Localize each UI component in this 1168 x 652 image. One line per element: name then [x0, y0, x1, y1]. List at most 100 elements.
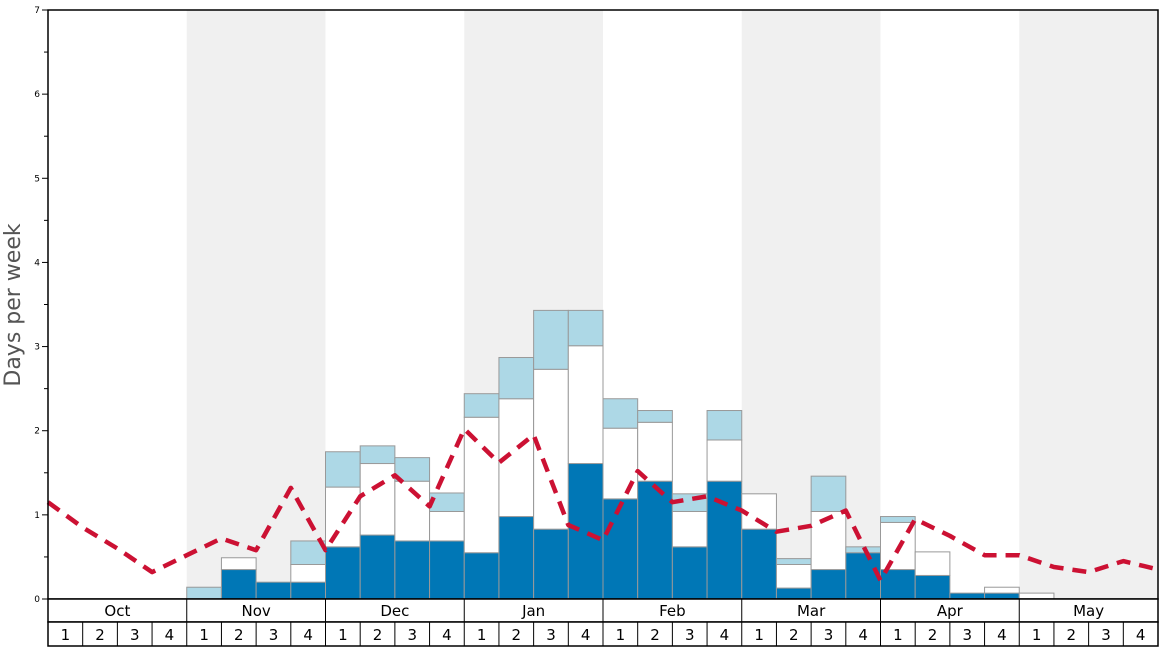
month-label-oct: Oct [104, 602, 130, 620]
week-label: 2 [373, 626, 383, 644]
x-axis: Oct Nov Dec Jan Feb Mar Apr May 1 2 3 4 1 2 3 4 1 2 3 4 1 2 3 4… [47, 598, 1159, 647]
month-label-nov: Nov [241, 602, 270, 620]
bar-light-9 [359, 445, 396, 465]
bar-white-9 [359, 463, 396, 536]
bar-dark-8 [325, 546, 361, 600]
week-label: 1 [61, 626, 71, 644]
bar-light-10 [394, 457, 431, 482]
bar-light-21 [775, 558, 812, 566]
week-label: 3 [685, 626, 695, 644]
bar-dark-10 [394, 540, 431, 600]
bar-stacks [186, 309, 1055, 600]
bar-white-5 [220, 557, 257, 571]
week-label: 1 [1032, 626, 1042, 644]
y-tick-label: 1 [34, 511, 40, 521]
bar-light-12 [463, 393, 500, 418]
bar-dark-14 [533, 528, 569, 600]
bar-white-28 [1018, 592, 1055, 600]
bar-dark-27 [984, 592, 1020, 600]
week-label: 4 [165, 626, 175, 644]
month-label-mar: Mar [797, 602, 826, 620]
week-label: 2 [234, 626, 244, 644]
week-label: 1 [893, 626, 903, 644]
bar-white-11 [429, 510, 465, 542]
week-label: 1 [477, 626, 487, 644]
bar-dark-12 [463, 552, 500, 600]
week-label: 2 [928, 626, 938, 644]
week-label: 3 [269, 626, 279, 644]
week-label: 3 [130, 626, 140, 644]
week-label: 4 [1136, 626, 1146, 644]
bar-dark-25 [914, 574, 951, 600]
dashed-series [46, 426, 1159, 583]
bar-dark-23 [845, 552, 881, 600]
y-tick-label: 3 [34, 343, 40, 353]
bar-white-16 [602, 427, 639, 500]
y-axis: 0 1 2 3 4 5 6 7 [34, 6, 48, 605]
month-shading [186, 10, 1158, 599]
week-label: 1 [338, 626, 348, 644]
y-tick-label: 4 [34, 258, 40, 268]
bar-light-14 [533, 309, 569, 370]
bar-white-21 [775, 564, 812, 589]
bar-dark-18 [671, 546, 708, 600]
week-label: 2 [1067, 626, 1077, 644]
bar-dark-6 [255, 581, 292, 600]
week-label: 3 [962, 626, 972, 644]
bar-dark-22 [810, 569, 847, 600]
week-label: 4 [997, 626, 1007, 644]
bar-dark-17 [637, 480, 673, 600]
y-axis-label: Days per week [1, 223, 26, 386]
bar-light-11 [429, 492, 465, 512]
bar-white-15 [567, 345, 604, 465]
bar-dark-21 [775, 587, 812, 600]
month-label-may: May [1073, 602, 1104, 620]
month-shade-may [1019, 10, 1158, 599]
bar-white-22 [810, 510, 847, 571]
bar-dark-9 [359, 534, 396, 600]
week-label: 2 [650, 626, 660, 644]
bar-light-16 [602, 398, 639, 429]
bar-light-4 [186, 586, 222, 600]
month-label-dec: Dec [380, 602, 409, 620]
week-label: 3 [824, 626, 834, 644]
bar-light-19 [706, 410, 743, 441]
month-label-feb: Feb [659, 602, 686, 620]
bar-light-22 [810, 475, 847, 512]
bar-light-8 [325, 451, 361, 488]
dashed-line [46, 426, 1159, 583]
month-label-apr: Apr [937, 602, 964, 620]
month-shade-nov [186, 10, 326, 599]
bar-dark-7 [290, 581, 326, 600]
y-tick-label: 7 [34, 6, 40, 16]
week-label: 2 [789, 626, 799, 644]
month-label-jan: Jan [521, 602, 545, 620]
bar-white-19 [706, 439, 743, 482]
week-label: 4 [858, 626, 868, 644]
week-label: 3 [407, 626, 417, 644]
bar-light-13 [498, 357, 535, 400]
week-label: 2 [512, 626, 522, 644]
bar-dark-20 [741, 528, 777, 600]
bar-white-12 [463, 416, 500, 554]
bar-white-17 [637, 421, 673, 482]
bar-dark-19 [706, 480, 743, 600]
bar-white-27 [984, 586, 1020, 594]
bar-dark-5 [220, 569, 257, 600]
week-label: 2 [95, 626, 105, 644]
week-label: 4 [442, 626, 452, 644]
week-label: 3 [546, 626, 556, 644]
bar-white-18 [671, 510, 708, 548]
week-label: 4 [581, 626, 591, 644]
y-tick-label: 5 [34, 174, 40, 184]
bar-dark-16 [602, 498, 639, 600]
bar-dark-15 [567, 463, 604, 600]
bar-light-15 [567, 309, 604, 347]
week-label: 1 [199, 626, 209, 644]
bar-white-7 [290, 564, 326, 583]
week-label: 3 [1101, 626, 1111, 644]
bar-light-24 [880, 516, 916, 523]
bar-dark-11 [429, 540, 465, 600]
y-tick-label: 0 [34, 595, 40, 605]
